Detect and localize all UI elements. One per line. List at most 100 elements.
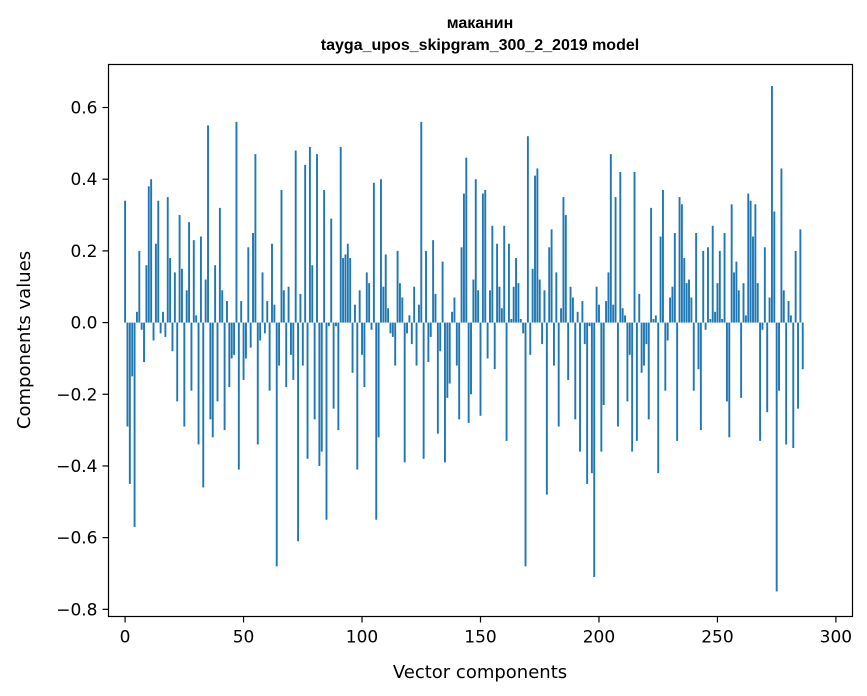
- bar: [702, 250, 705, 323]
- bar: [770, 86, 773, 323]
- bar: [176, 322, 179, 402]
- bar: [697, 322, 700, 370]
- bar: [432, 240, 435, 323]
- bar: [192, 240, 195, 323]
- bar: [237, 322, 240, 470]
- bar: [403, 322, 406, 463]
- bar: [145, 265, 148, 323]
- bar: [444, 322, 446, 463]
- chart-subtitle: tayga_upos_skipgram_300_2_2019 model: [321, 37, 639, 54]
- bar: [609, 154, 612, 323]
- bar: [394, 322, 397, 366]
- bar: [244, 322, 247, 359]
- bar: [290, 322, 292, 355]
- bar: [318, 322, 321, 466]
- bar: [470, 322, 472, 395]
- bar: [718, 250, 721, 323]
- bar: [135, 311, 138, 323]
- bar: [666, 322, 669, 341]
- bar: [647, 322, 650, 420]
- bar: [185, 290, 188, 323]
- bar: [624, 315, 626, 323]
- bar: [164, 322, 167, 337]
- bar: [721, 318, 724, 323]
- bar: [365, 272, 368, 323]
- bar: [256, 322, 259, 445]
- bar: [458, 322, 461, 420]
- bar: [536, 168, 539, 323]
- bar: [560, 308, 563, 323]
- bar: [282, 290, 285, 323]
- bar: [598, 304, 600, 323]
- bar: [631, 322, 634, 452]
- y-tick-label: 0.6: [70, 99, 97, 119]
- bar: [541, 322, 544, 345]
- bar: [486, 322, 489, 359]
- bar: [190, 322, 193, 391]
- bar: [579, 322, 581, 452]
- bar: [448, 322, 451, 384]
- bar: [749, 200, 752, 323]
- bar: [595, 286, 598, 323]
- bar: [173, 272, 176, 323]
- bar: [730, 204, 733, 323]
- bar: [131, 322, 134, 377]
- bar: [782, 290, 785, 323]
- bar: [496, 243, 499, 323]
- bar: [308, 146, 311, 323]
- bar: [505, 322, 508, 441]
- bar: [517, 283, 520, 323]
- bar: [406, 322, 408, 334]
- x-tick-label: 50: [233, 628, 255, 648]
- bar: [157, 200, 160, 323]
- bar: [695, 232, 698, 323]
- bar: [465, 157, 468, 323]
- bar: [344, 254, 347, 323]
- bar: [638, 293, 641, 323]
- bar: [704, 322, 707, 330]
- bar: [280, 189, 283, 323]
- bar: [699, 322, 702, 431]
- bar: [214, 265, 217, 323]
- bar: [197, 322, 200, 445]
- bar: [240, 301, 243, 323]
- bar: [183, 322, 186, 427]
- bar: [553, 322, 555, 366]
- bar: [534, 175, 536, 323]
- bar: [252, 232, 254, 323]
- bar: [588, 322, 591, 327]
- bar: [209, 322, 212, 420]
- bar: [417, 304, 420, 323]
- bar: [752, 236, 754, 323]
- bar: [446, 322, 449, 398]
- bar: [735, 261, 738, 323]
- bar: [481, 193, 484, 323]
- bar: [586, 322, 589, 484]
- bar: [181, 268, 183, 323]
- bar: [799, 229, 802, 323]
- bar: [548, 247, 551, 323]
- bar: [650, 207, 653, 323]
- bar: [292, 322, 295, 380]
- bar: [792, 322, 795, 449]
- bar: [346, 243, 349, 323]
- bar: [628, 322, 631, 355]
- bar: [268, 322, 271, 391]
- bar: [436, 322, 439, 434]
- bar: [797, 322, 799, 409]
- bar: [512, 286, 515, 323]
- bar: [562, 197, 565, 323]
- bar: [685, 283, 688, 323]
- bar: [472, 279, 475, 323]
- bar: [154, 243, 157, 323]
- bar: [780, 168, 783, 323]
- bars-group: [124, 86, 804, 592]
- bar: [247, 247, 250, 323]
- x-tick-label: 150: [464, 628, 496, 648]
- bar: [124, 200, 127, 323]
- bar: [188, 222, 191, 323]
- bar: [571, 297, 574, 323]
- bar: [455, 322, 458, 366]
- bar: [377, 322, 380, 438]
- bar: [285, 322, 288, 388]
